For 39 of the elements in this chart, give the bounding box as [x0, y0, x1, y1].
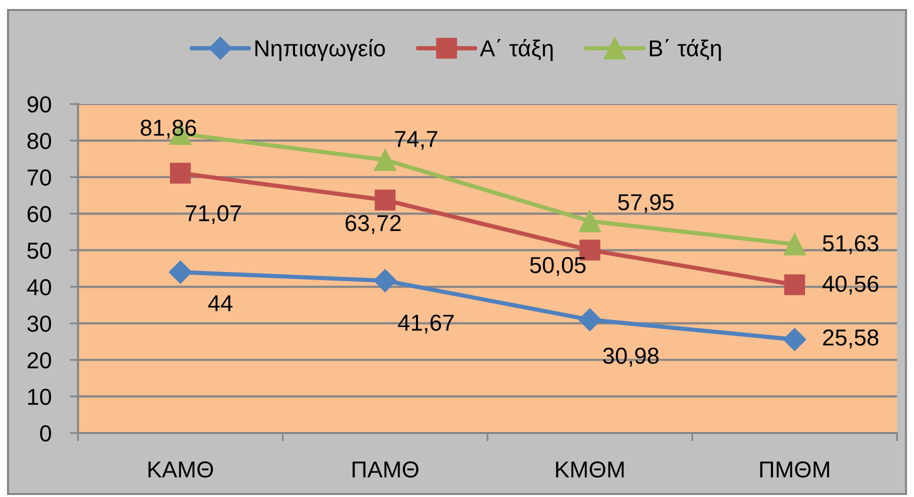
- data-label: 51,63: [822, 235, 878, 254]
- x-tick-label: ΚΑΜΘ: [148, 461, 214, 478]
- data-label: 30,98: [603, 348, 659, 367]
- y-tick-label: 90: [28, 96, 52, 113]
- data-label: 74,7: [395, 131, 438, 150]
- data-label: 57,95: [618, 194, 674, 214]
- point: [170, 162, 191, 184]
- y-tick-label: 40: [26, 279, 52, 296]
- data-label: 71,07: [186, 205, 241, 224]
- data-label: 50,05: [530, 256, 586, 276]
- point: [578, 210, 601, 232]
- y-tick-label: 60: [28, 206, 52, 222]
- point: [578, 308, 602, 332]
- data-label: 81,86: [140, 120, 196, 139]
- point: [784, 233, 806, 256]
- data-label: 40,56: [822, 276, 878, 295]
- y-tick-label: 80: [27, 132, 52, 150]
- y-tick-label: 10: [28, 388, 52, 405]
- legend-label: Νηπιαγωγείο: [255, 38, 385, 61]
- point: [374, 269, 397, 292]
- y-tick-label: 20: [28, 352, 52, 368]
- point: [374, 190, 396, 210]
- x-tick-label: ΚΜΘΜ: [556, 461, 624, 478]
- legend-label: Α΄ τάξη: [480, 38, 553, 61]
- x-tick-label: ΠΜΘΜ: [760, 461, 830, 478]
- point: [168, 260, 192, 284]
- data-label: 41,67: [398, 314, 454, 334]
- y-tick-label: 70: [28, 169, 52, 186]
- y-tick-label: 0: [40, 425, 52, 442]
- point: [374, 148, 396, 172]
- data-label: 25,58: [823, 329, 878, 348]
- y-tick-label: 50: [27, 242, 52, 259]
- data-label: 44: [208, 295, 232, 312]
- point: [784, 274, 806, 296]
- data-label: 63,72: [346, 214, 401, 234]
- y-tick-label: 30: [27, 316, 52, 332]
- point: [783, 328, 806, 351]
- x-tick-label: ΠΑΜΘ: [352, 461, 418, 478]
- legend-label: Β΄ τάξη: [650, 38, 721, 61]
